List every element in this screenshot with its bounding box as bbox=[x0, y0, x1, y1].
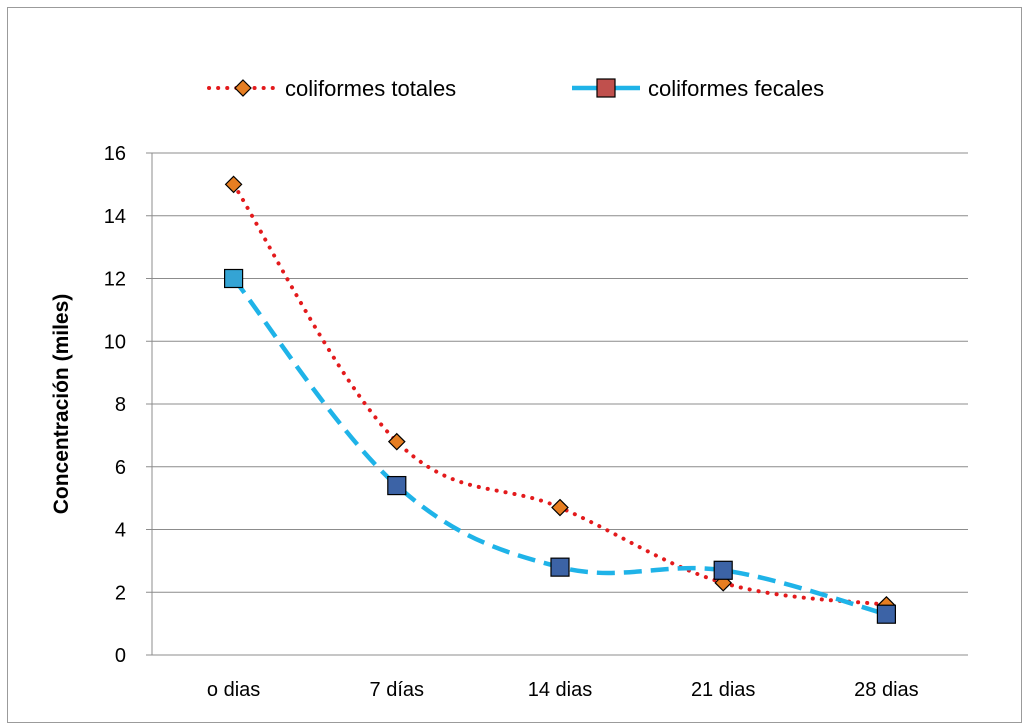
x-tick-label: o dias bbox=[207, 679, 260, 701]
legend-label: coliformes fecales bbox=[648, 76, 824, 101]
legend-label: coliformes totales bbox=[285, 76, 456, 101]
series-coliformes-fecales bbox=[224, 268, 897, 624]
fecales-point bbox=[387, 475, 407, 496]
fecales-point bbox=[876, 604, 897, 624]
y-tick-label: 6 bbox=[115, 457, 126, 479]
gridlines bbox=[146, 152, 968, 656]
totales-point bbox=[387, 432, 406, 451]
series-line bbox=[231, 182, 889, 607]
fecales-point bbox=[224, 268, 244, 289]
x-axis-ticks: o dias 7 días 14 dias 21 dias 28 dias bbox=[207, 679, 919, 701]
y-tick-label: 12 bbox=[104, 269, 126, 291]
fecales-point bbox=[713, 560, 733, 580]
totales-point bbox=[551, 498, 569, 517]
series-layer bbox=[224, 175, 897, 624]
x-tick-label: 28 dias bbox=[854, 679, 919, 701]
y-tick-label: 8 bbox=[115, 394, 126, 416]
x-tick-label: 21 dias bbox=[691, 679, 756, 701]
y-tick-label: 4 bbox=[115, 520, 126, 542]
y-tick-label: 10 bbox=[104, 331, 126, 353]
x-tick-label: 7 días bbox=[370, 679, 424, 701]
fecales-point bbox=[550, 557, 570, 577]
legend-diamond-marker bbox=[234, 79, 252, 97]
y-axis-ticks: 0 2 4 6 8 10 12 14 16 bbox=[104, 143, 126, 667]
y-tick-label: 2 bbox=[115, 582, 126, 604]
legend-square-marker bbox=[596, 78, 616, 98]
y-tick-label: 0 bbox=[115, 645, 126, 667]
legend: coliformes totales coliformes fecales bbox=[207, 76, 824, 101]
y-axis-title: Concentración (miles) bbox=[50, 294, 73, 515]
legend-item-coliformes-totales: coliformes totales bbox=[207, 76, 456, 101]
legend-item-coliformes-fecales: coliformes fecales bbox=[572, 76, 824, 101]
series-coliformes-totales bbox=[224, 175, 896, 614]
totales-point bbox=[224, 175, 243, 194]
y-tick-label: 16 bbox=[104, 143, 126, 165]
x-tick-label: 14 dias bbox=[528, 679, 593, 701]
y-tick-label: 14 bbox=[104, 206, 126, 228]
